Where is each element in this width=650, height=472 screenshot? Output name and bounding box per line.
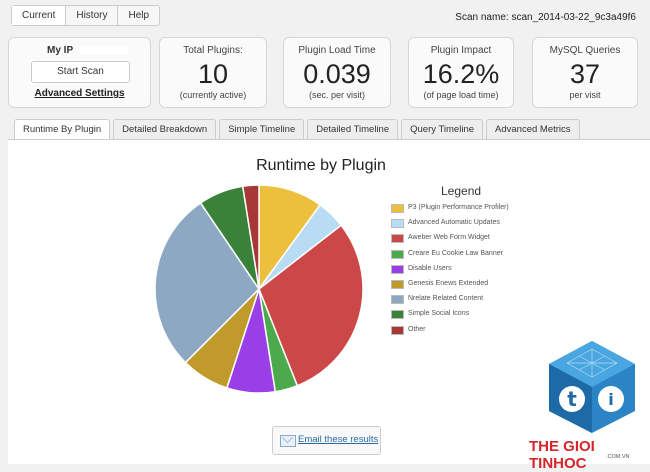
- legend-label: Advanced Automatic Updates: [408, 219, 500, 227]
- legend-label: Disable Users: [408, 264, 452, 272]
- stat-label: Plugin Load Time: [298, 45, 376, 56]
- stat-card-mysql-queries: MySQL Queries 37 per visit: [532, 37, 638, 108]
- brand-url: .COM.VN: [606, 454, 630, 460]
- top-bar: Current History Help Scan name: scan_201…: [0, 0, 650, 32]
- pie-slice-nrelate-related-content[interactable]: [154, 201, 260, 364]
- brand-logo-icon: t i: [549, 341, 635, 433]
- stat-card-plugin-impact: Plugin Impact 16.2% (of page load time): [408, 37, 514, 108]
- legend-label: Aweber Web Form Widget: [408, 234, 490, 242]
- legend-swatch: [391, 325, 404, 335]
- stat-label: MySQL Queries: [549, 45, 621, 56]
- stat-value: 0.039: [303, 59, 371, 89]
- scan-name: Scan name: scan_2014-03-22_9c3a49f6: [455, 12, 636, 23]
- chart-title: Runtime by Plugin: [256, 157, 386, 174]
- legend-swatch: [391, 295, 404, 305]
- tab-advanced-metrics[interactable]: Advanced Metrics: [486, 119, 580, 139]
- stat-value: 10: [197, 59, 229, 89]
- nav-current-button[interactable]: Current: [12, 6, 67, 25]
- tab-detailed-breakdown[interactable]: Detailed Breakdown: [113, 119, 217, 139]
- tab-runtime-by-plugin[interactable]: Runtime By Plugin: [14, 119, 111, 140]
- legend-label: P3 (Plugin Performance Profiler): [408, 204, 509, 211]
- legend-swatch: [391, 310, 404, 320]
- tab-bar: Runtime By Plugin Detailed Breakdown Sim…: [14, 119, 583, 140]
- tab-detailed-timeline[interactable]: Detailed Timeline: [307, 119, 399, 139]
- stat-value: 37: [569, 59, 601, 89]
- stat-value: 16.2%: [422, 59, 500, 89]
- svg-text:t: t: [567, 387, 577, 411]
- pie-slices: [154, 184, 364, 394]
- email-results-link[interactable]: Email these results: [298, 434, 379, 445]
- legend-label: Other: [408, 325, 426, 333]
- stat-label: Plugin Impact: [430, 45, 492, 56]
- legend-label: Nrelate Related Content: [408, 295, 484, 303]
- nav-help-button[interactable]: Help: [128, 10, 150, 21]
- stat-sub: (currently active): [179, 90, 247, 100]
- legend-swatch: [391, 219, 404, 229]
- legend-title: Legend: [441, 184, 482, 198]
- stat-sub: (of page load time): [423, 90, 499, 100]
- envelope-icon: [280, 435, 296, 447]
- legend-swatch: [391, 264, 404, 274]
- stat-sub: per visit: [569, 90, 601, 100]
- ip-card: My IP Start Scan Advanced Settings: [8, 37, 151, 108]
- my-ip-label: My IP: [47, 45, 74, 56]
- svg-text:i: i: [608, 390, 613, 409]
- legend-label: Genesis Enews Extended: [408, 279, 489, 287]
- nav-history-button[interactable]: History: [66, 6, 119, 25]
- start-scan-button[interactable]: Start Scan: [31, 61, 130, 83]
- brand-name: THE GIOI TINHOC: [529, 438, 595, 472]
- tab-simple-timeline[interactable]: Simple Timeline: [219, 119, 305, 139]
- stat-card-load-time: Plugin Load Time 0.039 (sec. per visit): [283, 37, 391, 108]
- stat-card-total-plugins: Total Plugins: 10 (currently active): [159, 37, 267, 108]
- pie-slice-other[interactable]: [241, 184, 260, 290]
- legend-swatch: [391, 234, 404, 244]
- stat-sub: (sec. per visit): [308, 90, 365, 100]
- nav-button-group: Current History Help: [11, 5, 161, 26]
- legend-swatch: [391, 204, 404, 213]
- legend-label: Creare Eu Cookie Law Banner: [408, 249, 503, 257]
- legend-swatch: [391, 279, 404, 289]
- legend-swatch: [391, 249, 404, 259]
- ip-address-redacted: [79, 46, 129, 55]
- pie-slice-aweber-web-form-widget[interactable]: [258, 224, 364, 387]
- email-results-button[interactable]: Email these results: [272, 426, 381, 455]
- tab-query-timeline[interactable]: Query Timeline: [401, 119, 484, 139]
- stat-label: Total Plugins:: [183, 45, 243, 56]
- advanced-settings-link[interactable]: Advanced Settings: [34, 88, 125, 99]
- legend-label: Simple Social Icons: [408, 310, 470, 318]
